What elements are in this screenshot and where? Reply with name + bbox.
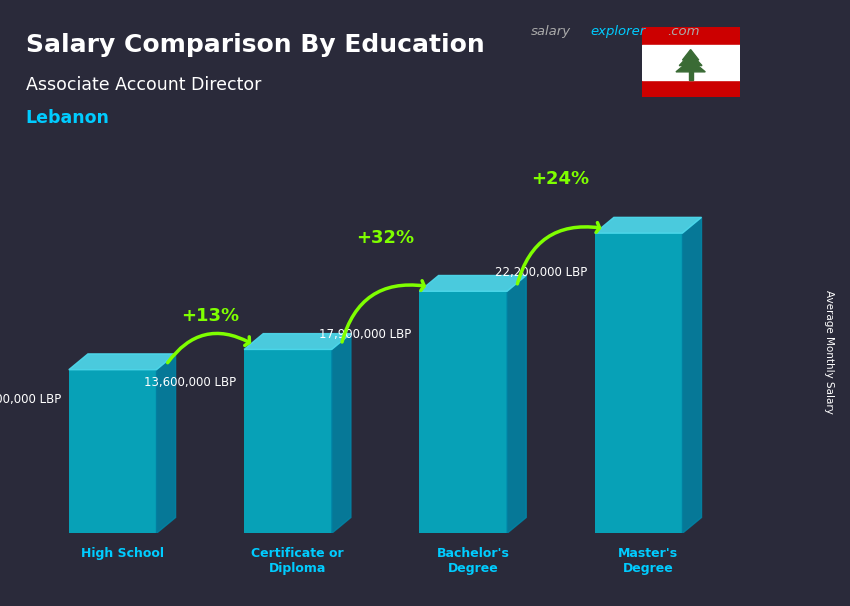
Bar (688, 71, 693, 79)
Text: Associate Account Director: Associate Account Director (26, 76, 261, 94)
Text: salary: salary (531, 25, 571, 38)
Text: Master's
Degree: Master's Degree (618, 547, 678, 575)
Text: explorer: explorer (591, 25, 646, 38)
Text: 22,200,000 LBP: 22,200,000 LBP (495, 265, 586, 279)
Polygon shape (683, 50, 699, 60)
Polygon shape (332, 334, 351, 533)
Text: Bachelor's
Degree: Bachelor's Degree (436, 547, 509, 575)
Bar (642, 27, 740, 45)
Polygon shape (595, 218, 701, 233)
Text: +24%: +24% (531, 170, 590, 188)
Bar (642, 45, 740, 79)
Text: Salary Comparison By Education: Salary Comparison By Education (26, 33, 484, 58)
Polygon shape (419, 276, 526, 291)
Text: +32%: +32% (356, 229, 414, 247)
Text: 13,600,000 LBP: 13,600,000 LBP (144, 376, 236, 389)
Polygon shape (679, 53, 702, 65)
Text: .com: .com (667, 25, 700, 38)
Polygon shape (683, 218, 701, 533)
Text: Lebanon: Lebanon (26, 109, 110, 127)
FancyBboxPatch shape (69, 370, 156, 533)
Text: +13%: +13% (181, 307, 239, 325)
Polygon shape (69, 354, 176, 370)
FancyBboxPatch shape (419, 291, 507, 533)
Polygon shape (507, 276, 526, 533)
Text: Average Monthly Salary: Average Monthly Salary (824, 290, 834, 413)
Text: 12,100,000 LBP: 12,100,000 LBP (0, 393, 61, 405)
Polygon shape (244, 334, 351, 350)
Text: 17,900,000 LBP: 17,900,000 LBP (320, 328, 411, 341)
Text: Certificate or
Diploma: Certificate or Diploma (252, 547, 343, 575)
FancyBboxPatch shape (244, 350, 332, 533)
Bar (642, 79, 740, 97)
Text: High School: High School (81, 547, 164, 561)
Polygon shape (156, 354, 176, 533)
FancyBboxPatch shape (595, 233, 683, 533)
Polygon shape (676, 59, 705, 72)
